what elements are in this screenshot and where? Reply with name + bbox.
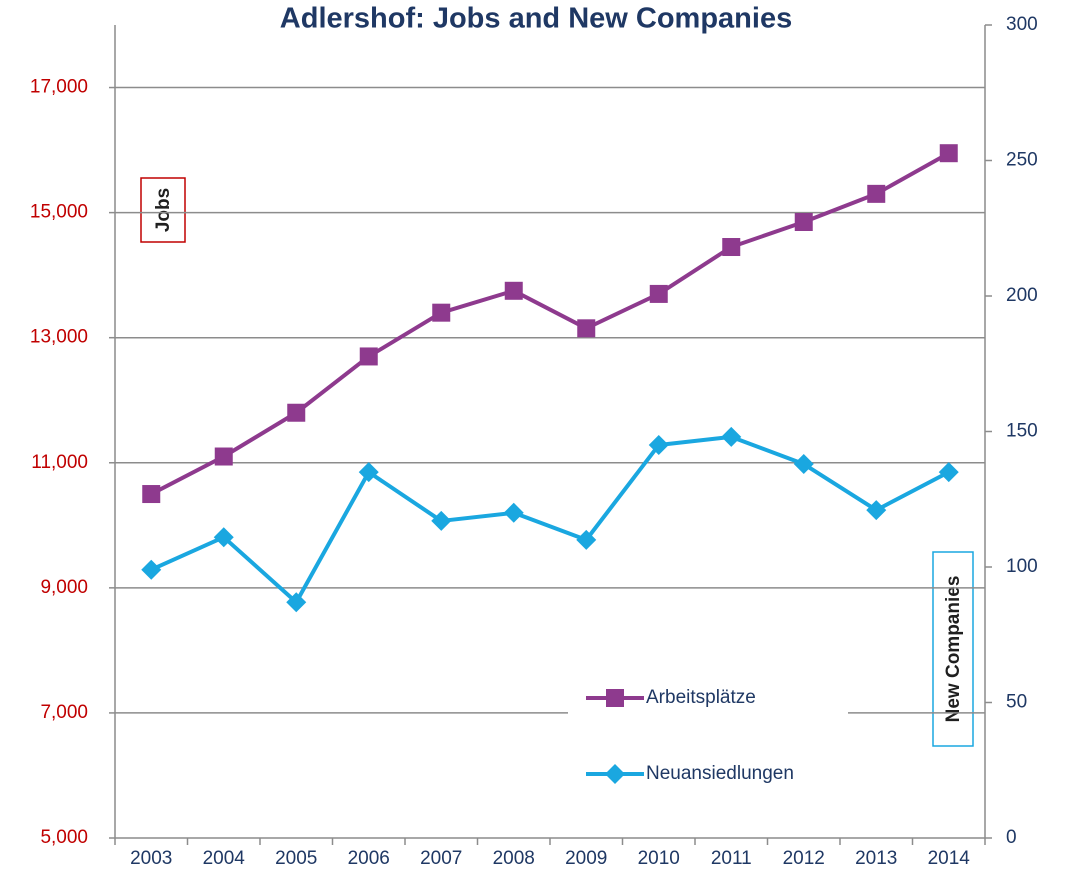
marker	[721, 426, 742, 447]
marker	[576, 529, 597, 550]
legend-label: Neuansiedlungen	[646, 763, 794, 784]
marker	[793, 454, 814, 475]
marker	[214, 447, 233, 466]
y-tick-label: 9,000	[40, 577, 88, 598]
marker	[649, 284, 668, 303]
marker	[431, 510, 452, 531]
marker	[504, 281, 523, 300]
y2-tick-label: 50	[1006, 692, 1027, 713]
x-tick-label: 2011	[711, 848, 752, 869]
marker	[648, 435, 669, 456]
legend-label: Arbeitsplätze	[646, 687, 756, 708]
y-tick-label: 11,000	[31, 452, 88, 473]
grid	[115, 86, 985, 714]
y-tick-label: 15,000	[30, 202, 88, 223]
marker	[358, 462, 379, 483]
series-line	[150, 151, 950, 496]
x-tick-label: 2007	[420, 848, 462, 869]
y2-tick-label: 300	[1006, 14, 1038, 35]
x-tick-label: 2004	[203, 848, 246, 869]
marker	[286, 592, 307, 613]
x-tick-label: 2003	[130, 848, 172, 869]
y-tick-label: 5,000	[40, 827, 88, 848]
marker	[938, 462, 959, 483]
series-line	[150, 434, 950, 605]
chart-title: Adlershof: Jobs and New Companies	[280, 3, 792, 35]
marker	[722, 238, 741, 257]
marker	[359, 347, 378, 366]
x-tick-label: 2013	[855, 848, 897, 869]
x-tick-label: 2008	[493, 848, 535, 869]
marker	[141, 559, 162, 580]
marker	[939, 144, 958, 163]
marker	[866, 500, 887, 521]
legend: Arbeitsplätze Neuansiedlungen	[568, 672, 848, 802]
y-axis-label: Jobs	[153, 188, 174, 232]
x-tick-label: 2005	[275, 848, 317, 869]
y2-tick-label: 100	[1006, 556, 1038, 577]
marker	[503, 502, 524, 523]
marker	[213, 527, 234, 548]
x-tick-label: 2009	[565, 848, 607, 869]
y2-axis-label-box: New Companies	[932, 551, 974, 747]
y-tick-label: 13,000	[30, 327, 88, 348]
y-axis-label-box: Jobs	[140, 177, 186, 243]
marker	[605, 764, 625, 784]
marker	[867, 184, 886, 203]
y2-tick-label: 150	[1006, 421, 1038, 442]
y-label-frame	[140, 177, 186, 243]
marker	[287, 403, 306, 422]
y2-tick-label: 0	[1006, 827, 1017, 848]
y2-tick-label: 250	[1006, 150, 1038, 171]
x-tick-label: 2006	[348, 848, 390, 869]
y-tick-label: 7,000	[40, 702, 88, 723]
x-tick-label: 2014	[928, 848, 971, 869]
y-tick-label: 17,000	[30, 77, 88, 98]
marker	[606, 689, 624, 707]
marker	[577, 319, 596, 338]
x-tick-label: 2010	[638, 848, 680, 869]
y2-axis-label: New Companies	[943, 576, 964, 723]
x-tick-label: 2012	[783, 848, 825, 869]
marker	[794, 212, 813, 231]
marker	[142, 485, 161, 504]
marker	[432, 303, 451, 322]
y2-tick-label: 200	[1006, 285, 1038, 306]
